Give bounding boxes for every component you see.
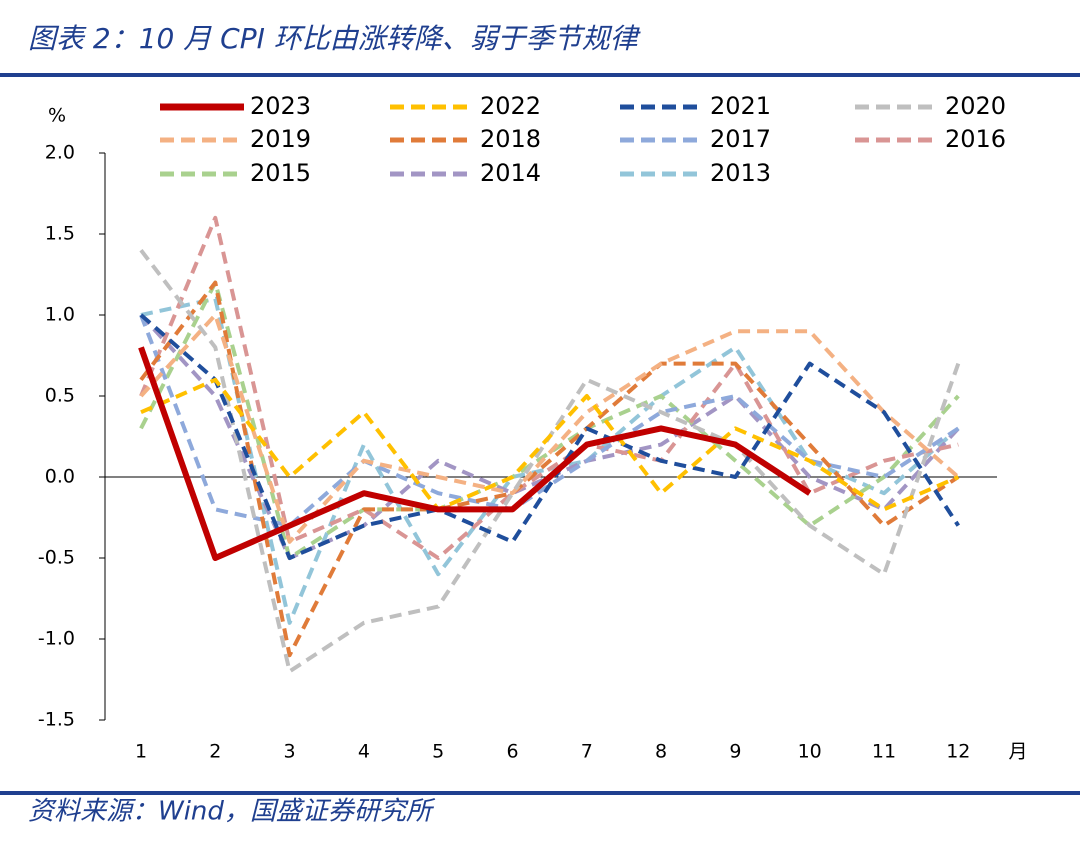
x-tick-label: 2: [209, 741, 221, 763]
x-tick-label: 4: [358, 741, 370, 763]
legend-label: 2023: [250, 92, 311, 120]
series-line: [139, 313, 960, 544]
legend-label: 2018: [480, 125, 541, 153]
x-tick-label: 12: [946, 741, 970, 763]
y-tick-label: 1.5: [45, 223, 75, 245]
series-line: [139, 215, 959, 560]
legend-label: 2020: [945, 92, 1006, 120]
y-tick-label: 0.0: [45, 466, 75, 488]
series-line: [140, 296, 960, 625]
legend-label: 2022: [480, 92, 541, 120]
legend-label: 2019: [250, 125, 311, 153]
x-tick-label: 5: [432, 741, 444, 763]
x-tick-label: 10: [798, 741, 822, 763]
chart-title: 图表 2：10 月 CPI 环比由涨转降、弱于季节规律: [28, 22, 641, 55]
series-line: [138, 346, 812, 561]
x-tick-label: 7: [581, 741, 593, 763]
x-tick-label: 6: [506, 741, 518, 763]
title-rule: [0, 73, 1080, 77]
series-line: [140, 377, 960, 512]
series-line: [139, 280, 960, 658]
x-unit: 月: [1008, 741, 1027, 763]
legend-label: 2016: [945, 125, 1006, 153]
y-unit: %: [48, 105, 66, 127]
x-tick-label: 9: [729, 741, 741, 763]
y-tick-label: 1.0: [45, 304, 75, 326]
x-tick-label: 3: [284, 741, 296, 763]
y-tick-label: 2.0: [45, 142, 75, 164]
legend-label: 2015: [250, 159, 311, 187]
series-line: [139, 313, 960, 560]
y-tick-label: -1.0: [38, 628, 75, 650]
x-tick-label: 8: [655, 741, 667, 763]
source-rule: [0, 791, 1080, 795]
source: 资料来源：Wind，国盛证券研究所: [28, 797, 436, 827]
legend-label: 2014: [480, 159, 541, 187]
legend-label: 2021: [710, 92, 771, 120]
y-tick-label: -1.5: [38, 709, 75, 731]
y-tick-label: 0.5: [45, 385, 75, 407]
x-tick-label: 1: [135, 741, 147, 763]
legend-label: 2017: [710, 125, 771, 153]
legend-label: 2013: [710, 159, 771, 187]
x-tick-label: 11: [872, 741, 896, 763]
y-tick-label: -0.5: [38, 547, 75, 569]
series-line: [139, 280, 960, 560]
series-line: [139, 314, 960, 528]
